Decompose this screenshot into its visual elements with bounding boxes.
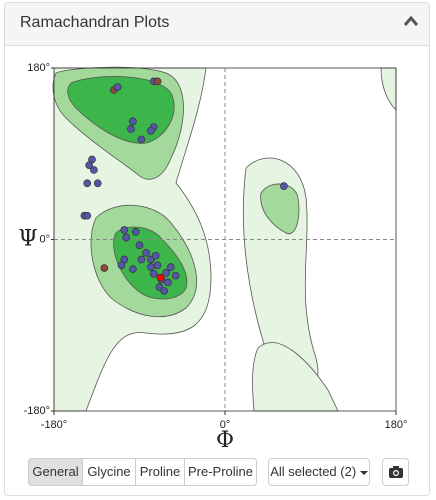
point bbox=[164, 278, 172, 287]
point bbox=[151, 251, 160, 260]
y-tick-label: 180° bbox=[27, 62, 50, 74]
point bbox=[149, 269, 158, 278]
point bbox=[129, 265, 137, 273]
dropdown-label: All selected (2) bbox=[270, 464, 357, 479]
panel-header[interactable]: Ramachandran Plots bbox=[5, 3, 429, 46]
point bbox=[142, 248, 150, 257]
snapshot-button[interactable] bbox=[382, 458, 409, 486]
point bbox=[153, 261, 162, 270]
point bbox=[83, 211, 92, 220]
point bbox=[162, 268, 170, 277]
point bbox=[117, 261, 126, 270]
point bbox=[171, 271, 180, 280]
point bbox=[120, 226, 129, 234]
x-tick-label: -180° bbox=[41, 419, 67, 431]
x-tick-label: 0° bbox=[220, 419, 231, 431]
point bbox=[127, 125, 135, 133]
point bbox=[85, 161, 94, 170]
point bbox=[135, 241, 144, 250]
point bbox=[160, 287, 169, 295]
type-button[interactable]: Pre-Proline bbox=[184, 458, 257, 486]
caret bbox=[359, 471, 368, 475]
selection-dropdown[interactable]: All selected (2) bbox=[268, 458, 370, 486]
point bbox=[147, 263, 155, 271]
x-axis-label: Φ bbox=[216, 428, 234, 453]
point bbox=[129, 117, 137, 126]
type-button[interactable]: Glycine bbox=[82, 458, 136, 486]
point bbox=[280, 182, 288, 190]
type-button[interactable]: Proline bbox=[135, 458, 185, 486]
point bbox=[93, 179, 102, 188]
point bbox=[90, 166, 98, 174]
chart: -180° 0° 180° -180° 0° 180° Φ Ψ bbox=[18, 62, 408, 453]
y-axis-label: Ψ bbox=[18, 227, 37, 252]
collapse-icon[interactable] bbox=[403, 15, 419, 27]
x-tick-label: 180° bbox=[385, 419, 408, 431]
y-tick-label: 0° bbox=[39, 233, 50, 245]
point bbox=[131, 228, 140, 236]
y-tick-label: -180° bbox=[24, 405, 50, 417]
point bbox=[147, 127, 155, 135]
point bbox=[113, 83, 122, 91]
point bbox=[100, 264, 109, 272]
point bbox=[137, 135, 146, 144]
point bbox=[153, 77, 162, 86]
point bbox=[122, 233, 131, 242]
panel: Ramachandran Plots bbox=[4, 2, 430, 496]
point bbox=[167, 263, 175, 271]
point bbox=[137, 255, 146, 264]
type-button[interactable]: General bbox=[28, 458, 83, 486]
panel-title: Ramachandran Plots bbox=[20, 14, 170, 31]
camera-icon bbox=[388, 466, 403, 478]
point bbox=[83, 179, 92, 188]
point bbox=[156, 273, 165, 282]
